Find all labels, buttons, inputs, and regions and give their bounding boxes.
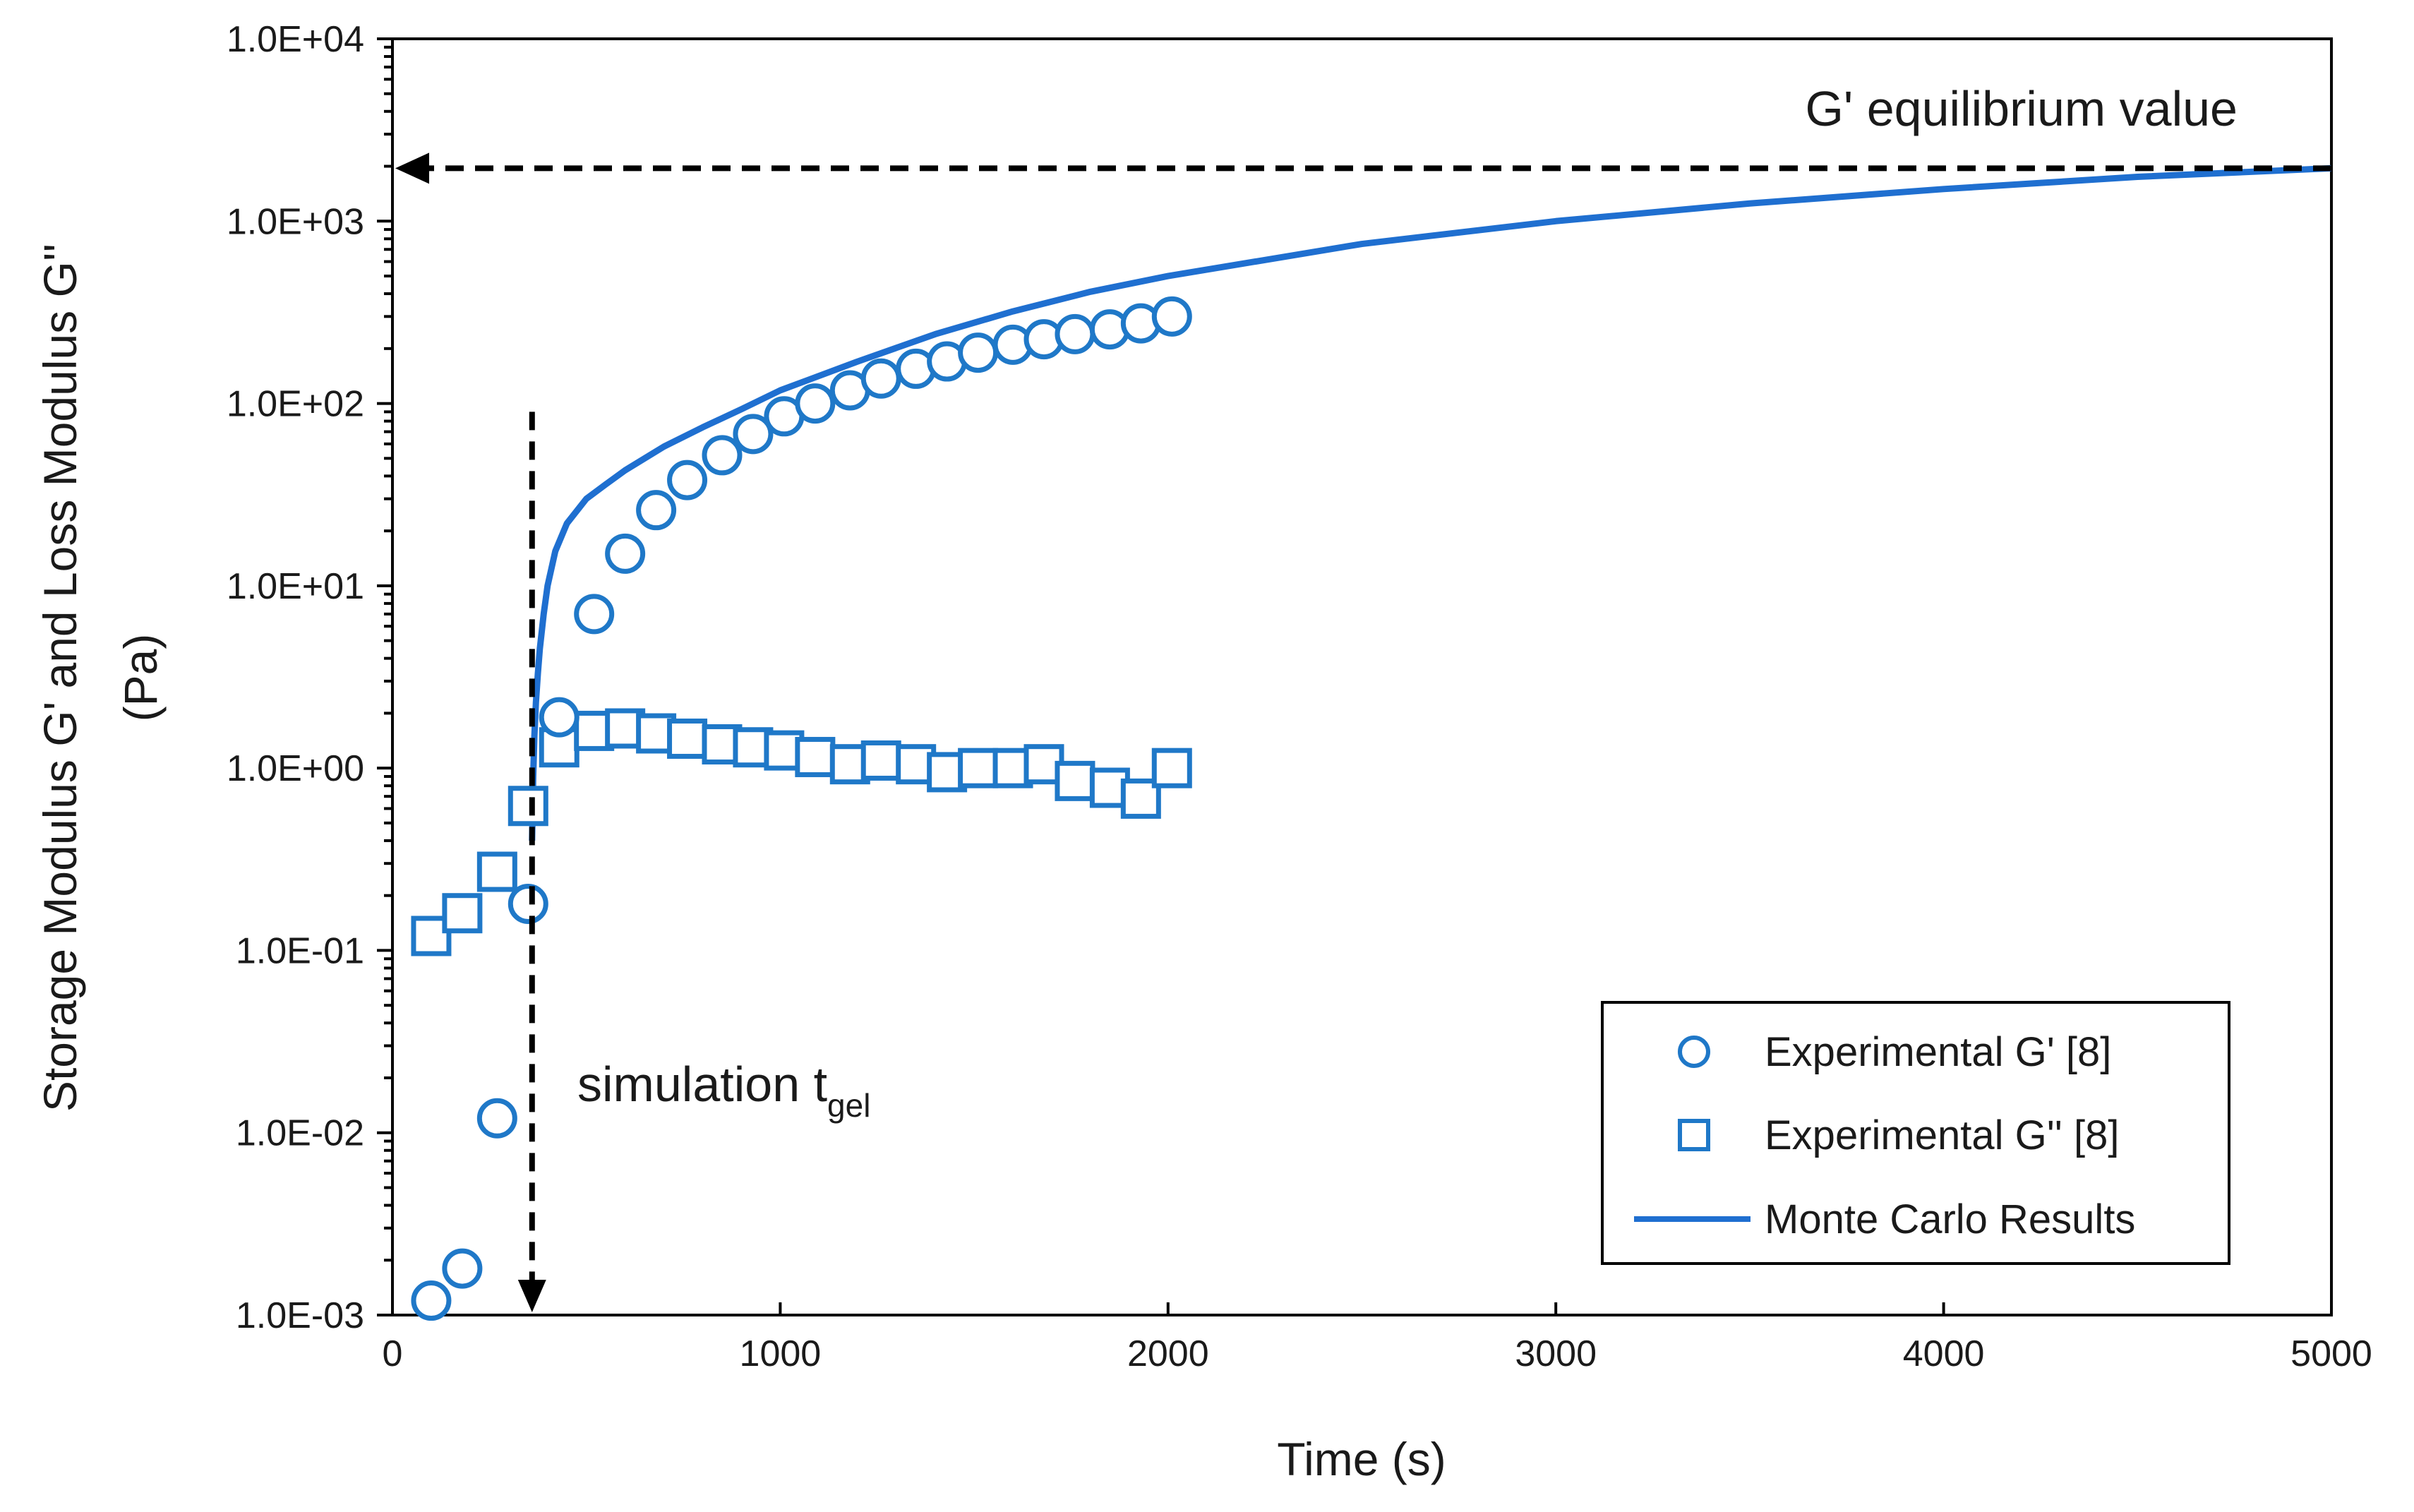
series-experimental-g-double-prime	[411, 708, 1192, 956]
g-prime-point	[1055, 313, 1095, 354]
legend-label-g-prime: Experimental G' [8]	[1765, 1029, 2111, 1075]
g-prime-point	[636, 490, 677, 531]
g-prime-point	[667, 460, 708, 500]
x-tick-label: 4000	[1903, 1333, 1985, 1374]
x-axis-title: Time (s)	[1277, 1433, 1446, 1485]
y-tick-label: 1.0E+03	[227, 201, 364, 242]
g-prime-point	[1151, 296, 1192, 337]
x-tick-label: 0	[383, 1333, 403, 1374]
g-prime-point	[795, 383, 836, 424]
g-double-prime-point	[860, 740, 901, 781]
series-monte-carlo	[529, 164, 2332, 841]
g-double-prime-point	[795, 736, 836, 777]
g-prime-point	[574, 594, 615, 635]
y-tick-label: 1.0E-01	[236, 930, 364, 971]
legend-label-g-double-prime: Experimental G'' [8]	[1765, 1112, 2119, 1158]
gel-time-label-main: simulation t	[577, 1057, 827, 1112]
monte-carlo-line	[529, 164, 2332, 841]
x-axis: 0 1000 2000 3000 4000 5000	[383, 1302, 2372, 1374]
g-prime-point	[702, 435, 743, 476]
x-tick-label: 1000	[740, 1333, 822, 1374]
gel-time-label-subscript: gel	[827, 1087, 870, 1124]
y-axis-title: Storage Modulus G' and Loss Modulus G''	[34, 244, 86, 1112]
x-tick-label: 5000	[2290, 1333, 2372, 1374]
y-tick-label: 1.0E+02	[227, 384, 364, 425]
legend-symbol-circle	[1678, 1036, 1710, 1068]
g-double-prime-point	[667, 718, 708, 759]
g-double-prime-point	[476, 851, 517, 892]
y-tick-label: 1.0E+00	[227, 748, 364, 789]
g-double-prime-point	[958, 748, 999, 788]
y-axis-units: (Pa)	[114, 634, 167, 722]
g-prime-point	[411, 1280, 452, 1321]
y-tick-label: 1.0E+01	[227, 566, 364, 607]
legend: Experimental G' [8] Experimental G'' [8]…	[1601, 1001, 2230, 1265]
x-tick-label: 3000	[1515, 1333, 1597, 1374]
g-prime-point	[958, 332, 999, 373]
legend-label-monte-carlo: Monte Carlo Results	[1765, 1196, 2135, 1242]
series-experimental-g-prime	[411, 296, 1192, 1321]
gel-time-label: simulation tgel	[577, 1057, 870, 1124]
equilibrium-label: G' equilibrium value	[1805, 81, 2238, 136]
annotations: G' equilibrium value simulation tgel	[395, 81, 2331, 1312]
g-double-prime-point	[508, 786, 548, 827]
g-prime-point	[476, 1098, 517, 1139]
x-tick-label: 2000	[1127, 1333, 1209, 1374]
y-tick-label: 1.0E+04	[227, 19, 364, 60]
g-prime-point	[508, 883, 548, 924]
y-tick-label: 1.0E-03	[236, 1295, 364, 1336]
y-axis: 1.0E-03 1.0E-02 1.0E-01 1.0E+00 1.0E+01 1.0E+…	[227, 19, 392, 1336]
plot-area	[391, 37, 2333, 1316]
g-double-prime-point	[1055, 760, 1095, 801]
g-prime-point	[733, 414, 774, 455]
g-double-prime-point	[1151, 748, 1192, 788]
equilibrium-arrow-head	[395, 152, 429, 184]
g-prime-point	[605, 533, 646, 574]
gel-time-arrow-head	[517, 1280, 546, 1312]
g-prime-point	[442, 1248, 483, 1289]
g-prime-point	[860, 358, 901, 399]
g-double-prime-point	[442, 893, 483, 934]
g-prime-point	[539, 697, 580, 738]
y-tick-label: 1.0E-02	[236, 1113, 364, 1154]
legend-symbol-square	[1678, 1119, 1710, 1151]
